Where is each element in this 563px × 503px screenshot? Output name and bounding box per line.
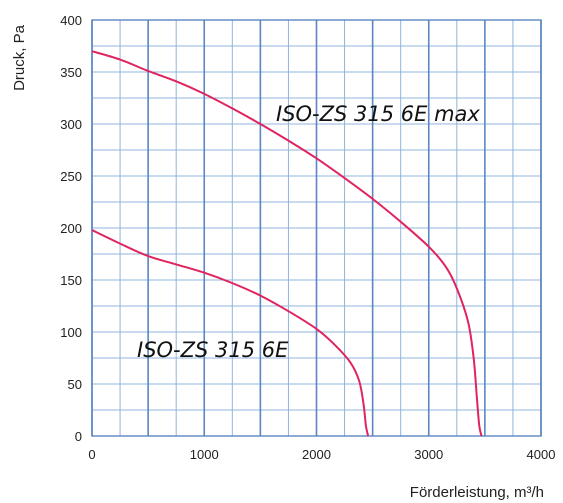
series-label-max: ISO-ZS 315 6E max — [276, 102, 480, 126]
y-tick-label: 50 — [68, 377, 82, 392]
x-tick-label: 2000 — [302, 447, 331, 462]
x-tick-label: 0 — [88, 447, 95, 462]
y-tick-label: 300 — [60, 117, 82, 132]
series-line-normal — [91, 229, 370, 437]
plot-frame — [91, 19, 542, 437]
series-line-max — [91, 50, 483, 437]
y-tick-label: 350 — [60, 65, 82, 80]
y-tick-label: 100 — [60, 325, 82, 340]
x-axis-label: Förderleistung, m³/h — [410, 484, 544, 501]
y-tick-label: 150 — [60, 273, 82, 288]
y-tick-label: 400 — [60, 13, 82, 28]
grid — [91, 19, 542, 437]
x-tick-label: 4000 — [527, 447, 556, 462]
x-tick-label: 1000 — [190, 447, 219, 462]
y-tick-label: 200 — [60, 221, 82, 236]
curves — [91, 50, 483, 437]
x-tick-label: 3000 — [414, 447, 443, 462]
series-label-normal: ISO-ZS 315 6E — [137, 338, 289, 362]
y-axis-label: Druck, Pa — [11, 24, 28, 91]
y-tick-label: 0 — [75, 429, 82, 444]
y-tick-label: 250 — [60, 169, 82, 184]
